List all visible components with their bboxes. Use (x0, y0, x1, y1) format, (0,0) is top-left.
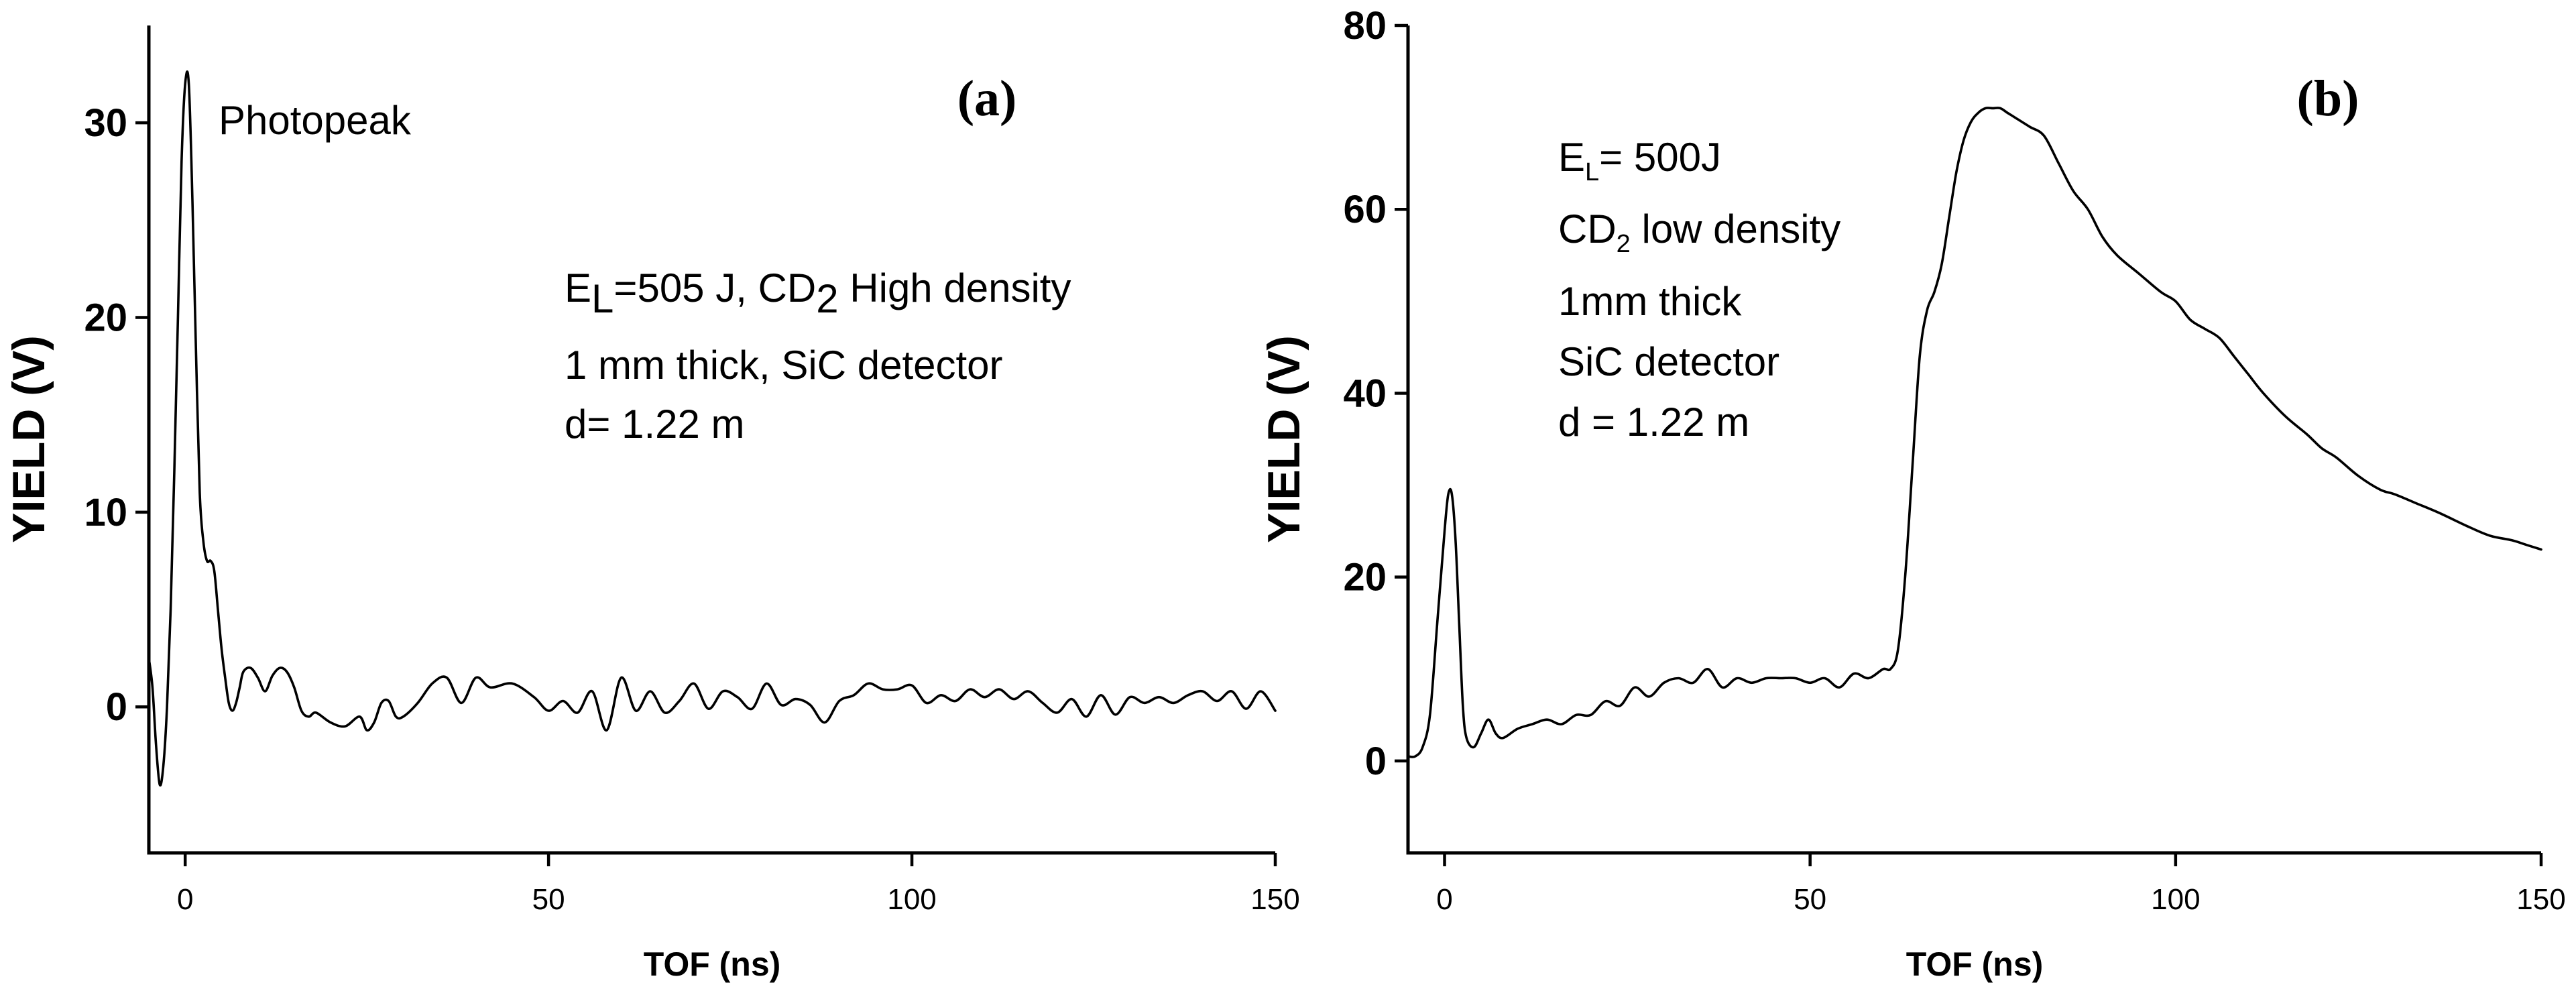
panel-a-energy-symbol: E (565, 266, 591, 310)
panel-b-energy-sub: L (1585, 158, 1599, 186)
panel-a-signal-curve (148, 70, 1277, 787)
panel-a-x-tick-label: 50 (532, 883, 565, 916)
panel-a-target-sub: 2 (816, 276, 838, 321)
panel-b-y-tick-label: 40 (1343, 371, 1387, 415)
panel-b-x-ticks: 0 50 100 150 (1436, 853, 2566, 916)
panel-a-x-tick-label: 100 (887, 883, 936, 916)
panel-b-letter: (b) (2297, 70, 2359, 127)
panel-a-thickness-line: 1 mm thick, SiC detector (565, 343, 1003, 388)
panel-a-target-rest: High density (839, 266, 1071, 310)
panel-b-x-tick-label: 100 (2151, 883, 2200, 916)
panel-a-y-tick-label: 20 (84, 296, 127, 340)
panel-a-y-tick-label: 10 (84, 491, 127, 534)
panel-b-energy-value: = 500J (1599, 135, 1721, 180)
panel-a-y-axis-label: YIELD (V) (3, 335, 54, 543)
panel-b-x-axis-label: TOF (ns) (1906, 945, 2044, 983)
panel-a-letter: (a) (957, 70, 1017, 127)
panel-a-y-tick-label: 30 (84, 101, 127, 145)
panel-a-x-tick-label: 0 (177, 883, 193, 916)
panel-b-x-tick-label: 0 (1436, 883, 1452, 916)
panel-a-photopeak-label: Photopeak (219, 98, 412, 143)
panel-b-energy-symbol: E (1558, 135, 1585, 180)
panel-b-signal-curve (1407, 107, 2542, 758)
panel-b-y-tick-label: 0 (1365, 740, 1387, 783)
panel-a-energy-sub: L (591, 276, 613, 321)
panel-a-axes-frame (147, 25, 1275, 855)
panel-b-axes-frame (1406, 25, 2541, 855)
panel-a-distance-line: d= 1.22 m (565, 402, 745, 447)
panel-b-x-tick-label: 150 (2516, 883, 2565, 916)
panel-b-target-rest: low density (1631, 207, 1840, 251)
panel-b-y-tick-label: 20 (1343, 556, 1387, 599)
panel-b-target-main: CD (1558, 207, 1617, 251)
panel-a-x-tick-label: 150 (1250, 883, 1299, 916)
panel-b-x-tick-label: 50 (1794, 883, 1826, 916)
panel-a-energy-line: EL=505 J, CD2 High density (565, 266, 1071, 321)
panel-a-x-ticks: 0 50 100 150 (177, 853, 1300, 916)
panel-b-y-tick-label: 80 (1343, 4, 1387, 48)
panel-b: 0 20 40 60 80 0 50 100 150 YIELD (V) TOF (ns) (… (1258, 4, 2566, 983)
panel-b-detector-line: SiC detector (1558, 339, 1779, 384)
panel-b-target-sub: 2 (1617, 230, 1631, 258)
panel-a: 0 10 20 30 0 50 100 150 YIELD (V) TOF (ns) (a)… (3, 25, 1300, 983)
panel-b-target-line: CD2 low density (1558, 207, 1840, 258)
panel-b-y-ticks: 0 20 40 60 80 (1343, 4, 1408, 783)
panel-b-distance-line: d = 1.22 m (1558, 400, 1749, 445)
panel-b-y-axis-label: YIELD (V) (1258, 335, 1309, 543)
panel-b-y-tick-label: 60 (1343, 188, 1387, 231)
panel-a-energy-value: =505 J, CD (613, 266, 816, 310)
panel-a-x-axis-label: TOF (ns) (644, 945, 781, 983)
panel-b-energy-line: EL= 500J (1558, 135, 1721, 186)
panel-a-y-tick-label: 0 (106, 685, 127, 729)
panel-b-thickness-line: 1mm thick (1558, 279, 1742, 324)
panel-a-y-ticks: 0 10 20 30 (84, 101, 149, 729)
